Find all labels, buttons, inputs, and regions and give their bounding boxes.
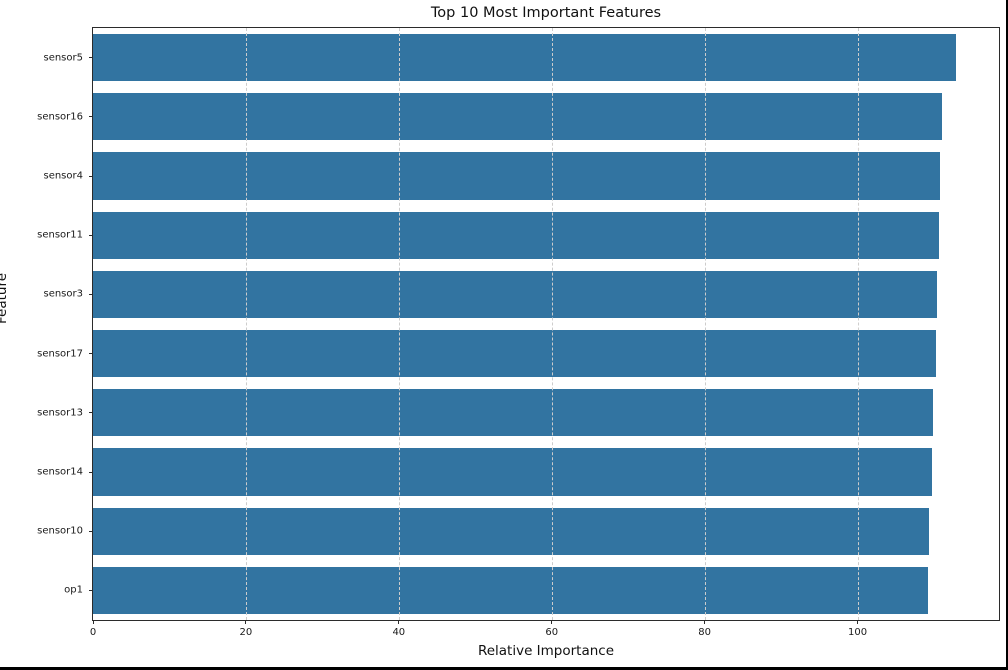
bar-row [93, 502, 999, 561]
xtick-mark [551, 620, 553, 624]
gridline-40 [398, 28, 400, 620]
ytick-label-op1: op1 [64, 584, 83, 596]
xtick-mark [398, 620, 400, 624]
bars-layer [93, 28, 999, 620]
bar-row [93, 324, 999, 383]
plot-area: sensor5 sensor16 sensor4 sensor11 sensor3 sen… [37, 27, 1000, 638]
ytick-label-sensor3: sensor3 [43, 288, 83, 300]
ytick-mark [89, 412, 93, 414]
x-axis-label: Relative Importance [477, 643, 615, 659]
ytick-mark [89, 116, 93, 118]
xtick-label-80: 80 [698, 627, 712, 638]
gridline-80 [704, 28, 706, 620]
bar-row [93, 442, 999, 501]
bar-sensor4 [93, 152, 941, 200]
bar-sensor14 [93, 448, 933, 496]
ytick-label-sensor17: sensor17 [37, 348, 83, 360]
ytick-mark [89, 293, 93, 295]
xtick-mark [857, 620, 859, 624]
bar-sensor11 [93, 211, 939, 259]
xtick-label-40: 40 [392, 627, 406, 638]
bar-sensor10 [93, 507, 929, 555]
ytick-label-sensor5: sensor5 [43, 52, 83, 64]
bar-row [93, 206, 999, 265]
ytick-mark [89, 471, 93, 473]
bar-sensor13 [93, 389, 934, 437]
bar-sensor3 [93, 270, 938, 319]
ytick-mark [89, 589, 93, 591]
bar-row [93, 146, 999, 205]
xtick-label-60: 60 [545, 627, 559, 638]
ytick-label-sensor14: sensor14 [37, 466, 83, 478]
ytick-mark [89, 353, 93, 355]
y-axis-label: Feature [0, 272, 10, 324]
bar-sensor16 [93, 93, 943, 141]
bar-sensor17 [93, 329, 937, 378]
ytick-label-sensor10: sensor10 [37, 525, 83, 537]
xtick-mark [704, 620, 706, 624]
xtick-label-20: 20 [239, 627, 253, 638]
ytick-mark [89, 530, 93, 532]
xtick-label-0: 0 [89, 627, 97, 638]
bar-row [93, 561, 999, 620]
ytick-label-sensor11: sensor11 [37, 229, 83, 241]
bar-row [93, 383, 999, 442]
xtick-label-100: 100 [848, 627, 868, 638]
ytick-mark [89, 57, 93, 59]
gridline-60 [551, 28, 553, 620]
xtick-mark [92, 620, 94, 624]
xtick-mark [245, 620, 247, 624]
gridline-100 [857, 28, 859, 620]
chart-title: Top 10 Most Important Features [430, 5, 662, 21]
gridline-20 [245, 28, 247, 620]
bar-sensor5 [93, 33, 957, 82]
ytick-label-sensor4: sensor4 [43, 170, 83, 182]
ytick-label-sensor13: sensor13 [37, 407, 83, 419]
bar-row [93, 87, 999, 146]
bar-row [93, 28, 999, 87]
bar-row [93, 265, 999, 324]
ytick-mark [89, 234, 93, 236]
ytick-label-sensor16: sensor16 [37, 111, 83, 123]
bar-op1 [93, 566, 928, 615]
ytick-mark [89, 175, 93, 177]
